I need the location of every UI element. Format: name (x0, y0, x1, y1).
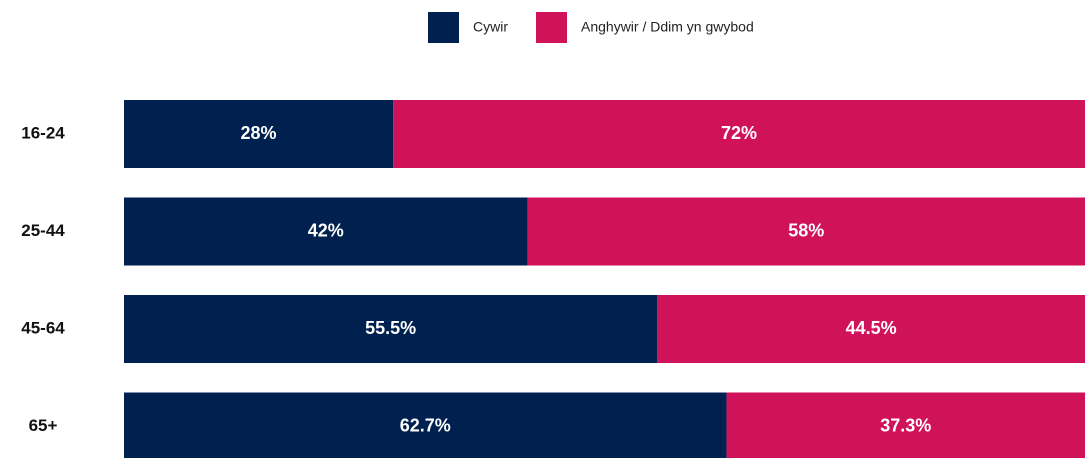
bar-segment (657, 295, 1085, 363)
legend-label: Anghywir / Ddim yn gwybod (581, 19, 754, 35)
value-label: 58% (788, 220, 824, 240)
bar-segment (393, 100, 1085, 168)
value-label: 72% (721, 123, 757, 143)
legend-swatch (536, 12, 567, 43)
value-label: 55.5% (365, 318, 416, 338)
bar-segment (726, 392, 1085, 458)
category-label: 65+ (29, 416, 58, 435)
value-label: 44.5% (846, 318, 897, 338)
value-label: 28% (241, 123, 277, 143)
legend-label: Cywir (473, 19, 508, 35)
bar-segment (124, 392, 727, 458)
bar-segment (124, 197, 528, 266)
value-label: 37.3% (880, 415, 931, 435)
category-label: 25-44 (21, 221, 65, 240)
category-label: 45-64 (21, 318, 65, 337)
legend-swatch (428, 12, 459, 43)
category-label: 16-24 (21, 123, 65, 142)
bar-segment (124, 295, 658, 363)
value-label: 62.7% (400, 415, 451, 435)
value-label: 42% (308, 220, 344, 240)
bar-segment (124, 100, 394, 168)
bar-segment (527, 197, 1085, 266)
